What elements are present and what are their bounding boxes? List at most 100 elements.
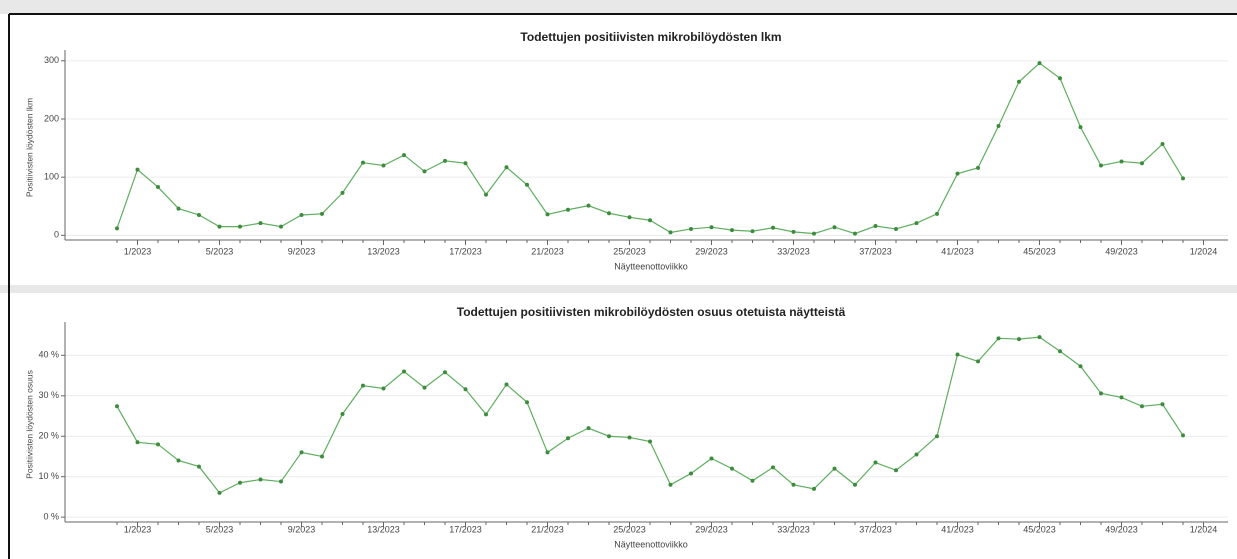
x-tick-label: 37/2023 — [859, 246, 892, 256]
data-point — [320, 454, 324, 459]
data-point — [258, 477, 263, 482]
x-tick-label: 17/2023 — [449, 524, 482, 534]
data-point — [156, 442, 160, 447]
data-point — [463, 387, 468, 392]
data-point — [361, 160, 365, 165]
data-point — [648, 218, 652, 223]
data-point — [443, 370, 447, 375]
data-point — [197, 212, 201, 217]
y-tick-label: 40 % — [38, 350, 59, 360]
data-point — [525, 400, 529, 405]
data-point — [545, 450, 550, 455]
data-point — [156, 185, 160, 190]
data-point — [1160, 142, 1165, 147]
data-point — [1078, 125, 1083, 130]
data-point — [1017, 337, 1021, 342]
data-point — [812, 486, 816, 491]
data-point — [689, 226, 693, 231]
x-tick-label: 33/2023 — [777, 246, 810, 256]
y-tick-label: 30 % — [38, 390, 59, 400]
data-point — [1119, 159, 1124, 164]
data-point — [340, 190, 345, 195]
data-point — [627, 215, 632, 220]
data-point — [258, 221, 263, 226]
data-point — [566, 436, 570, 441]
data-point — [525, 182, 529, 187]
data-point — [935, 434, 939, 439]
data-point — [627, 435, 632, 440]
data-point — [914, 221, 919, 226]
data-point — [1140, 404, 1144, 409]
data-point — [832, 225, 837, 230]
data-point — [689, 471, 693, 476]
data-point — [1058, 349, 1062, 354]
data-point — [381, 386, 386, 391]
data-point — [771, 465, 775, 470]
data-point — [996, 336, 1001, 341]
x-tick-label: 45/2023 — [1023, 524, 1056, 534]
data-point — [832, 466, 837, 471]
data-point — [894, 226, 898, 231]
x-tick-label: 37/2023 — [859, 524, 892, 534]
data-point — [422, 169, 427, 174]
x-tick-label: 29/2023 — [695, 524, 728, 534]
x-tick-label: 13/2023 — [367, 524, 400, 534]
data-point — [709, 456, 714, 461]
y-tick-label: 10 % — [38, 471, 59, 481]
data-point — [115, 226, 119, 231]
data-point — [853, 482, 857, 487]
data-point — [1140, 161, 1144, 166]
data-point — [791, 229, 796, 234]
data-point — [504, 165, 509, 170]
data-point — [1160, 402, 1165, 407]
x-tick-label: 41/2023 — [941, 524, 974, 534]
data-point — [422, 385, 427, 390]
x-tick-label: 29/2023 — [695, 246, 728, 256]
y-tick-label: 100 — [44, 172, 59, 182]
data-point — [791, 482, 796, 487]
data-point — [135, 167, 140, 172]
x-tick-label: 5/2023 — [206, 524, 234, 534]
x-tick-label: 21/2023 — [531, 524, 564, 534]
data-point — [955, 171, 960, 176]
data-point — [217, 224, 222, 229]
data-point — [648, 439, 652, 444]
x-tick-label: 5/2023 — [206, 246, 234, 256]
data-point — [1099, 163, 1103, 168]
data-point — [217, 490, 222, 495]
data-point — [299, 212, 304, 217]
data-point — [1099, 391, 1103, 396]
data-point — [730, 466, 734, 471]
data-point — [197, 464, 201, 469]
y-axis-label: Positiivisten löydösten osuus — [24, 370, 34, 479]
data-point — [1181, 433, 1185, 438]
data-point — [873, 460, 878, 465]
data-point — [176, 206, 181, 211]
x-tick-label: 9/2023 — [288, 246, 316, 256]
data-point — [586, 203, 591, 208]
data-point — [279, 479, 283, 484]
data-point — [853, 231, 857, 236]
data-point — [812, 231, 816, 236]
data-point — [976, 165, 980, 170]
data-point — [1037, 61, 1042, 66]
data-point — [299, 450, 304, 455]
data-point — [484, 192, 488, 197]
x-tick-label: 17/2023 — [449, 246, 482, 256]
y-axis-label: Positiivisten löydösten lkm — [24, 98, 34, 197]
x-axis-label: Näytteenottoviikko — [614, 539, 688, 549]
data-point — [320, 211, 324, 216]
data-point — [914, 452, 919, 457]
x-tick-label: 1/2024 — [1190, 524, 1218, 534]
data-point — [402, 369, 406, 374]
data-point — [545, 212, 550, 217]
x-tick-label: 25/2023 — [613, 524, 646, 534]
data-point — [115, 404, 119, 409]
x-tick-label: 13/2023 — [367, 246, 400, 256]
data-point — [176, 458, 181, 463]
x-tick-label: 25/2023 — [613, 246, 646, 256]
data-point — [1119, 395, 1124, 400]
data-point — [135, 440, 140, 445]
